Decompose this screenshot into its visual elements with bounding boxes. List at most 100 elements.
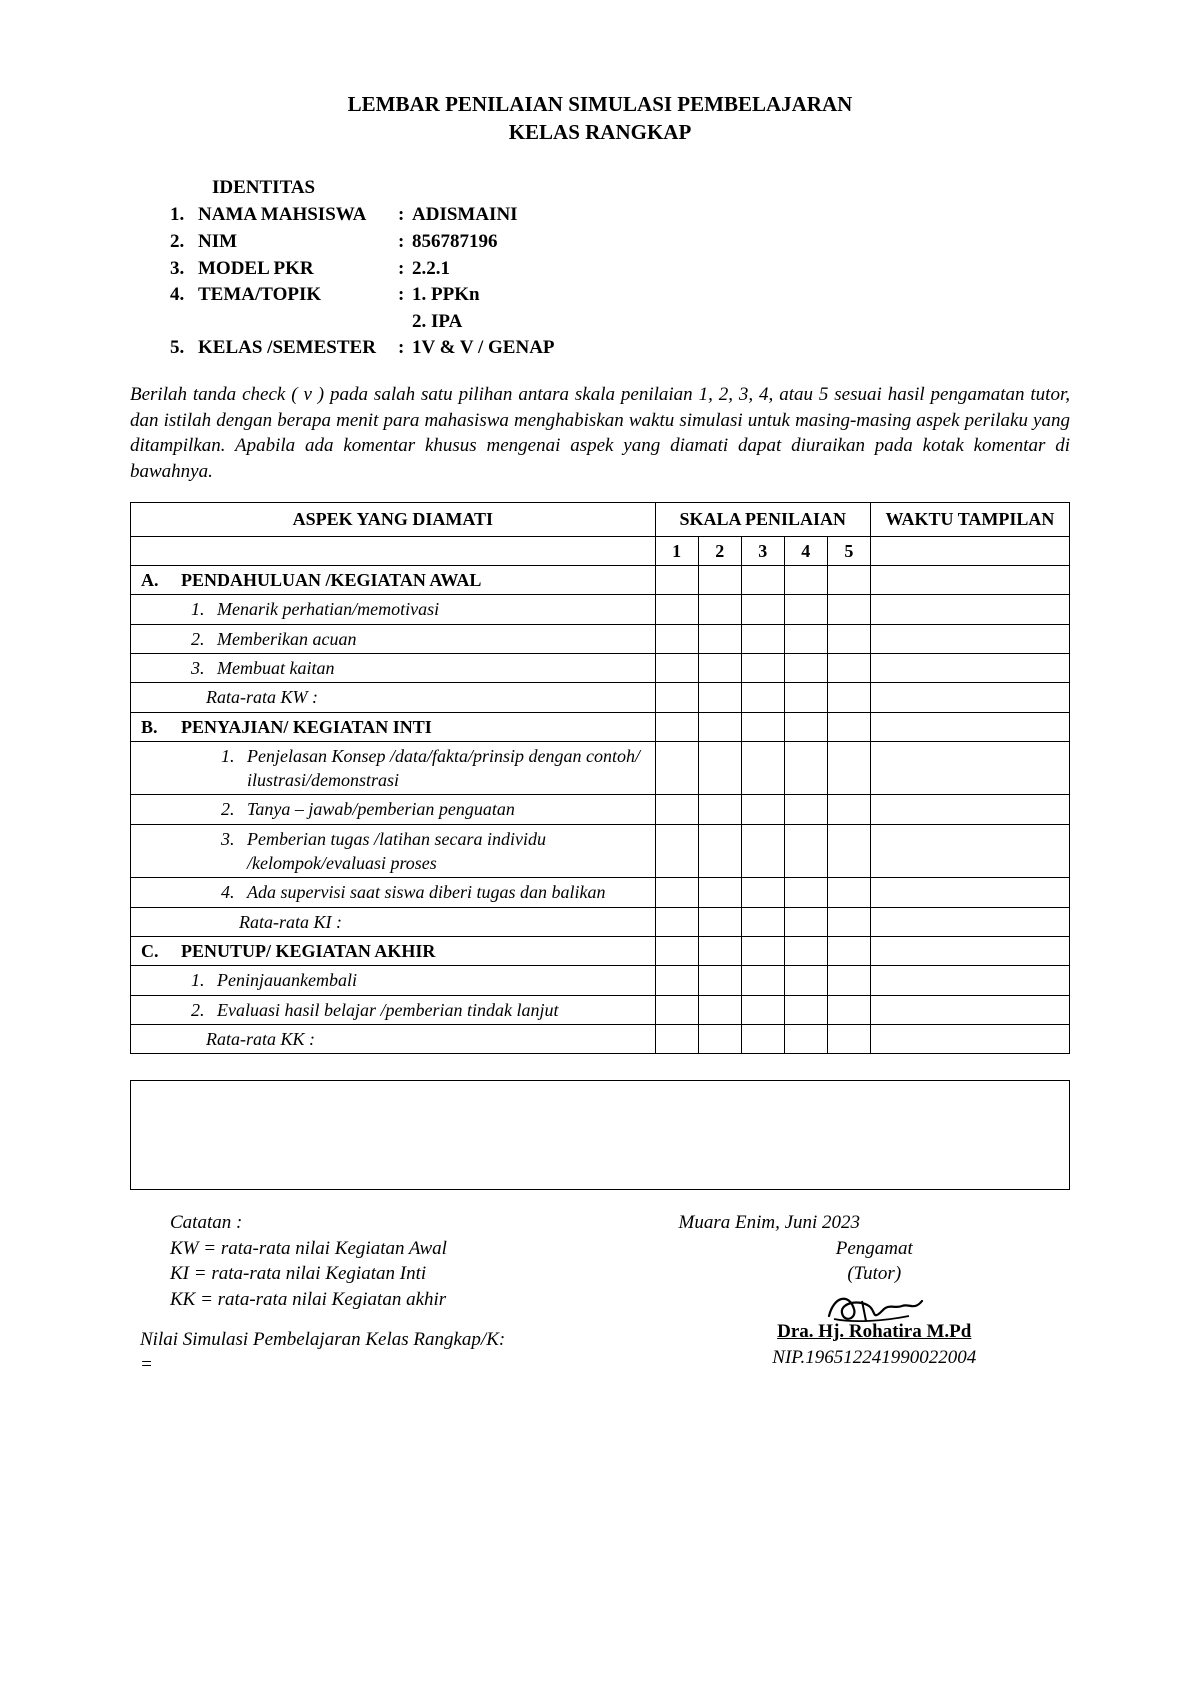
scale-cell[interactable] (698, 907, 741, 936)
scale-cell[interactable] (827, 936, 870, 965)
scale-cell[interactable] (698, 878, 741, 907)
scale-cell[interactable] (655, 995, 698, 1024)
scale-cell[interactable] (698, 741, 741, 795)
scale-cell[interactable] (784, 653, 827, 682)
scale-cell[interactable] (827, 878, 870, 907)
scale-cell[interactable] (827, 1024, 870, 1053)
scale-cell[interactable] (698, 995, 741, 1024)
scale-cell[interactable] (698, 1024, 741, 1053)
scale-cell[interactable] (698, 566, 741, 595)
scale-cell[interactable] (827, 995, 870, 1024)
waktu-cell[interactable] (870, 995, 1069, 1024)
scale-cell[interactable] (784, 712, 827, 741)
waktu-cell[interactable] (870, 966, 1069, 995)
scale-cell[interactable] (784, 566, 827, 595)
scale-cell[interactable] (655, 566, 698, 595)
scale-cell[interactable] (827, 966, 870, 995)
waktu-cell[interactable] (870, 566, 1069, 595)
item-marker: 1. (191, 597, 217, 621)
scale-cell[interactable] (827, 566, 870, 595)
scale-cell[interactable] (698, 624, 741, 653)
scale-cell[interactable] (741, 878, 784, 907)
table-row: 1.Peninjauankembali (131, 966, 1070, 995)
scale-cell[interactable] (827, 824, 870, 878)
scale-cell[interactable] (741, 653, 784, 682)
scale-cell[interactable] (655, 824, 698, 878)
scale-cell[interactable] (741, 995, 784, 1024)
scale-cell[interactable] (784, 741, 827, 795)
scale-cell[interactable] (655, 653, 698, 682)
scale-cell[interactable] (827, 795, 870, 824)
scale-cell[interactable] (784, 907, 827, 936)
waktu-cell[interactable] (870, 624, 1069, 653)
scale-cell[interactable] (698, 795, 741, 824)
scale-cell[interactable] (741, 712, 784, 741)
waktu-cell[interactable] (870, 795, 1069, 824)
scale-cell[interactable] (827, 712, 870, 741)
waktu-cell[interactable] (870, 595, 1069, 624)
scale-cell[interactable] (741, 824, 784, 878)
scale-cell[interactable] (655, 966, 698, 995)
waktu-cell[interactable] (870, 824, 1069, 878)
scale-cell[interactable] (784, 595, 827, 624)
scale-cell[interactable] (741, 936, 784, 965)
scale-cell[interactable] (698, 595, 741, 624)
scale-cell[interactable] (655, 624, 698, 653)
scale-cell[interactable] (784, 936, 827, 965)
scale-cell[interactable] (784, 683, 827, 712)
scale-cell[interactable] (698, 936, 741, 965)
waktu-cell[interactable] (870, 712, 1069, 741)
legend-kk: KK = rata-rata nilai Kegiatan akhir (170, 1287, 649, 1313)
scale-cell[interactable] (698, 824, 741, 878)
scale-cell[interactable] (655, 1024, 698, 1053)
scale-cell[interactable] (827, 741, 870, 795)
scale-cell[interactable] (655, 595, 698, 624)
scale-cell[interactable] (784, 966, 827, 995)
waktu-cell[interactable] (870, 878, 1069, 907)
scale-cell[interactable] (741, 741, 784, 795)
scale-cell[interactable] (698, 683, 741, 712)
item-text: Evaluasi hasil belajar /pemberian tindak… (217, 998, 649, 1022)
scale-cell[interactable] (784, 878, 827, 907)
scale-cell[interactable] (655, 741, 698, 795)
table-row: Rata-rata KK : (131, 1024, 1070, 1053)
scale-cell[interactable] (741, 566, 784, 595)
scale-cell[interactable] (784, 795, 827, 824)
waktu-cell[interactable] (870, 1024, 1069, 1053)
waktu-cell[interactable] (870, 907, 1069, 936)
scale-cell[interactable] (784, 995, 827, 1024)
waktu-cell[interactable] (870, 683, 1069, 712)
scale-cell[interactable] (741, 907, 784, 936)
scale-cell[interactable] (784, 824, 827, 878)
scale-cell[interactable] (655, 712, 698, 741)
scale-cell[interactable] (655, 683, 698, 712)
scale-cell[interactable] (698, 966, 741, 995)
scale-cell[interactable] (784, 624, 827, 653)
scale-cell[interactable] (784, 1024, 827, 1053)
waktu-cell[interactable] (870, 936, 1069, 965)
title-line-1: LEMBAR PENILAIAN SIMULASI PEMBELAJARAN (130, 90, 1070, 118)
scale-cell[interactable] (741, 1024, 784, 1053)
scale-cell[interactable] (655, 907, 698, 936)
scale-cell[interactable] (827, 624, 870, 653)
scale-cell[interactable] (698, 653, 741, 682)
waktu-cell[interactable] (870, 741, 1069, 795)
scale-cell[interactable] (655, 878, 698, 907)
waktu-cell[interactable] (870, 653, 1069, 682)
scale-cell[interactable] (655, 936, 698, 965)
scale-cell[interactable] (827, 595, 870, 624)
scale-cell[interactable] (698, 712, 741, 741)
comment-box[interactable] (130, 1080, 1070, 1190)
scale-cell[interactable] (741, 966, 784, 995)
scale-cell[interactable] (827, 907, 870, 936)
scale-cell[interactable] (741, 795, 784, 824)
scale-cell[interactable] (827, 653, 870, 682)
header-scale: SKALA PENILAIAN (655, 503, 870, 536)
scale-cell[interactable] (827, 683, 870, 712)
scale-cell[interactable] (741, 595, 784, 624)
scale-cell[interactable] (741, 624, 784, 653)
scale-cell[interactable] (655, 795, 698, 824)
item-text: Penjelasan Konsep /data/fakta/prinsip de… (247, 744, 649, 793)
item-text: Membuat kaitan (217, 656, 649, 680)
scale-cell[interactable] (741, 683, 784, 712)
